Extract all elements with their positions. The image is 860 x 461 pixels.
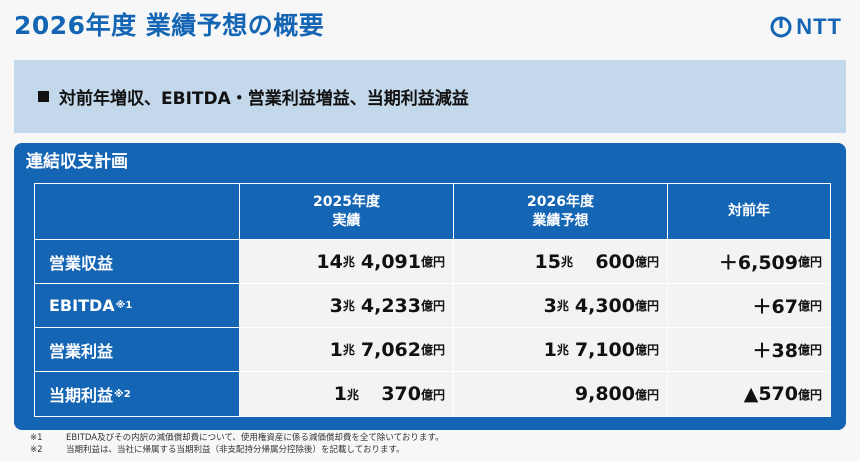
oku-unit: 億円 <box>420 255 445 269</box>
yoy-unit: 億円 <box>797 343 822 357</box>
row-label-text: 営業収益 <box>49 253 114 273</box>
cho-unit: 兆 <box>560 255 573 269</box>
footnote-text: 当期利益は、当社に帰属する当期利益（非支配持分帰属分控除後）を記載しております。 <box>66 445 405 455</box>
cho-value: 1 <box>333 383 347 405</box>
cho-value: 3 <box>543 294 557 317</box>
page-title: 2026年度 業績予想の概要 <box>14 11 325 40</box>
row-label-text: 当期利益 <box>49 386 114 405</box>
oku-unit: 億円 <box>420 387 445 402</box>
ntt-logo-icon <box>770 16 792 38</box>
yoy-value: ▲570 <box>743 383 798 405</box>
oku-value: 600 <box>595 250 635 273</box>
yoy-cell: ＋38 億円 <box>668 328 831 372</box>
yoy-unit: 億円 <box>797 255 822 269</box>
header-cell: 2025年度 実績 <box>240 184 454 240</box>
cho-value: 15 <box>534 250 561 273</box>
cho-value: 1 <box>543 338 557 361</box>
row-note-mark: ※1 <box>115 300 133 311</box>
header-line: 2025年度 <box>313 193 380 210</box>
header-cell <box>35 184 240 240</box>
value-cell: 9,800 億円 <box>454 372 668 417</box>
yoy-value: ＋67 <box>752 296 798 318</box>
cho-unit: 兆 <box>342 299 355 313</box>
value-cell: 1 兆 370 億円 <box>240 372 454 417</box>
yoy-value: ＋6,509 <box>718 252 798 274</box>
summary-box: 対前年増収、EBITDA・営業利益増益、当期利益減益 <box>14 60 846 133</box>
value-cell: 1 兆 7,100 億円 <box>454 328 668 372</box>
consolidated-plan-panel: 連結収支計画 2025年度 実績 2026年度 業績予想 対前年 営業収益 14 兆 4,091… <box>14 143 846 430</box>
row-label: EBITDA ※1 <box>35 284 240 328</box>
results-table: 2025年度 実績 2026年度 業績予想 対前年 営業収益 14 兆 4,091 億円 15 兆 60… <box>34 183 831 417</box>
oku-unit: 億円 <box>420 343 445 357</box>
header-cell: 2026年度 業績予想 <box>454 184 668 240</box>
oku-value: 7,062 <box>360 338 421 361</box>
footnote: ※2 当期利益は、当社に帰属する当期利益（非支配持分帰属分控除後）を記載しておりま… <box>30 444 444 456</box>
footnotes: ※1 EBITDA及びその内訳の減価償却費について、使用権資産に係る減価償却費を全… <box>30 432 444 456</box>
value-cell: 3 兆 4,300 億円 <box>454 284 668 328</box>
cho-unit: 兆 <box>556 343 569 357</box>
oku-unit: 億円 <box>634 255 659 269</box>
oku-value: 4,300 <box>574 294 635 317</box>
oku-value: 4,233 <box>360 294 421 317</box>
oku-unit: 億円 <box>634 343 659 357</box>
yoy-cell: ＋6,509 億円 <box>668 240 831 284</box>
header-line: 業績予想 <box>532 212 589 229</box>
cho-unit: 兆 <box>556 299 569 313</box>
oku-unit: 億円 <box>634 299 659 313</box>
row-label: 営業収益 <box>35 240 240 284</box>
header-line: 実績 <box>332 212 361 229</box>
cho-unit: 兆 <box>346 387 359 402</box>
cho-value: 14 <box>316 250 343 273</box>
footnote: ※1 EBITDA及びその内訳の減価償却費について、使用権資産に係る減価償却費を全… <box>30 432 444 444</box>
bullet-square-icon <box>38 91 49 102</box>
yoy-unit: 億円 <box>797 387 822 402</box>
value-cell: 15 兆 600 億円 <box>454 240 668 284</box>
panel-title: 連結収支計画 <box>26 152 128 172</box>
value-cell: 3 兆 4,233 億円 <box>240 284 454 328</box>
summary-text: 対前年増収、EBITDA・営業利益増益、当期利益減益 <box>59 89 469 109</box>
oku-value: 4,091 <box>360 250 421 273</box>
yoy-cell: ＋67 億円 <box>668 284 831 328</box>
footnote-mark: ※1 <box>30 433 43 443</box>
cho-unit: 兆 <box>342 343 355 357</box>
yoy-cell: ▲570 億円 <box>668 372 831 417</box>
row-label-text: 営業利益 <box>49 341 114 361</box>
oku-unit: 億円 <box>634 387 659 402</box>
oku-value: 7,100 <box>574 338 635 361</box>
row-label: 当期利益 ※2 <box>35 372 240 417</box>
footnote-mark: ※2 <box>30 445 43 455</box>
value-cell: 1 兆 7,062 億円 <box>240 328 454 372</box>
logo-text: NTT <box>796 14 842 39</box>
row-note-mark: ※2 <box>114 388 131 400</box>
oku-unit: 億円 <box>420 299 445 313</box>
value-cell: 14 兆 4,091 億円 <box>240 240 454 284</box>
header-line: 2026年度 <box>527 193 594 210</box>
ntt-logo: NTT <box>770 14 842 40</box>
yoy-unit: 億円 <box>797 299 822 313</box>
oku-value: 9,800 <box>574 383 635 405</box>
cho-value: 1 <box>329 338 343 361</box>
footnote-text: EBITDA及びその内訳の減価償却費について、使用権資産に係る減価償却費を全て除… <box>66 433 444 443</box>
yoy-value: ＋38 <box>752 340 798 362</box>
cho-value: 3 <box>329 294 343 317</box>
oku-value: 370 <box>381 383 421 405</box>
cho-unit: 兆 <box>342 255 355 269</box>
row-label: 営業利益 <box>35 328 240 372</box>
row-label-text: EBITDA <box>49 296 115 315</box>
header-line: 対前年 <box>728 203 770 219</box>
header-cell: 対前年 <box>668 184 831 240</box>
